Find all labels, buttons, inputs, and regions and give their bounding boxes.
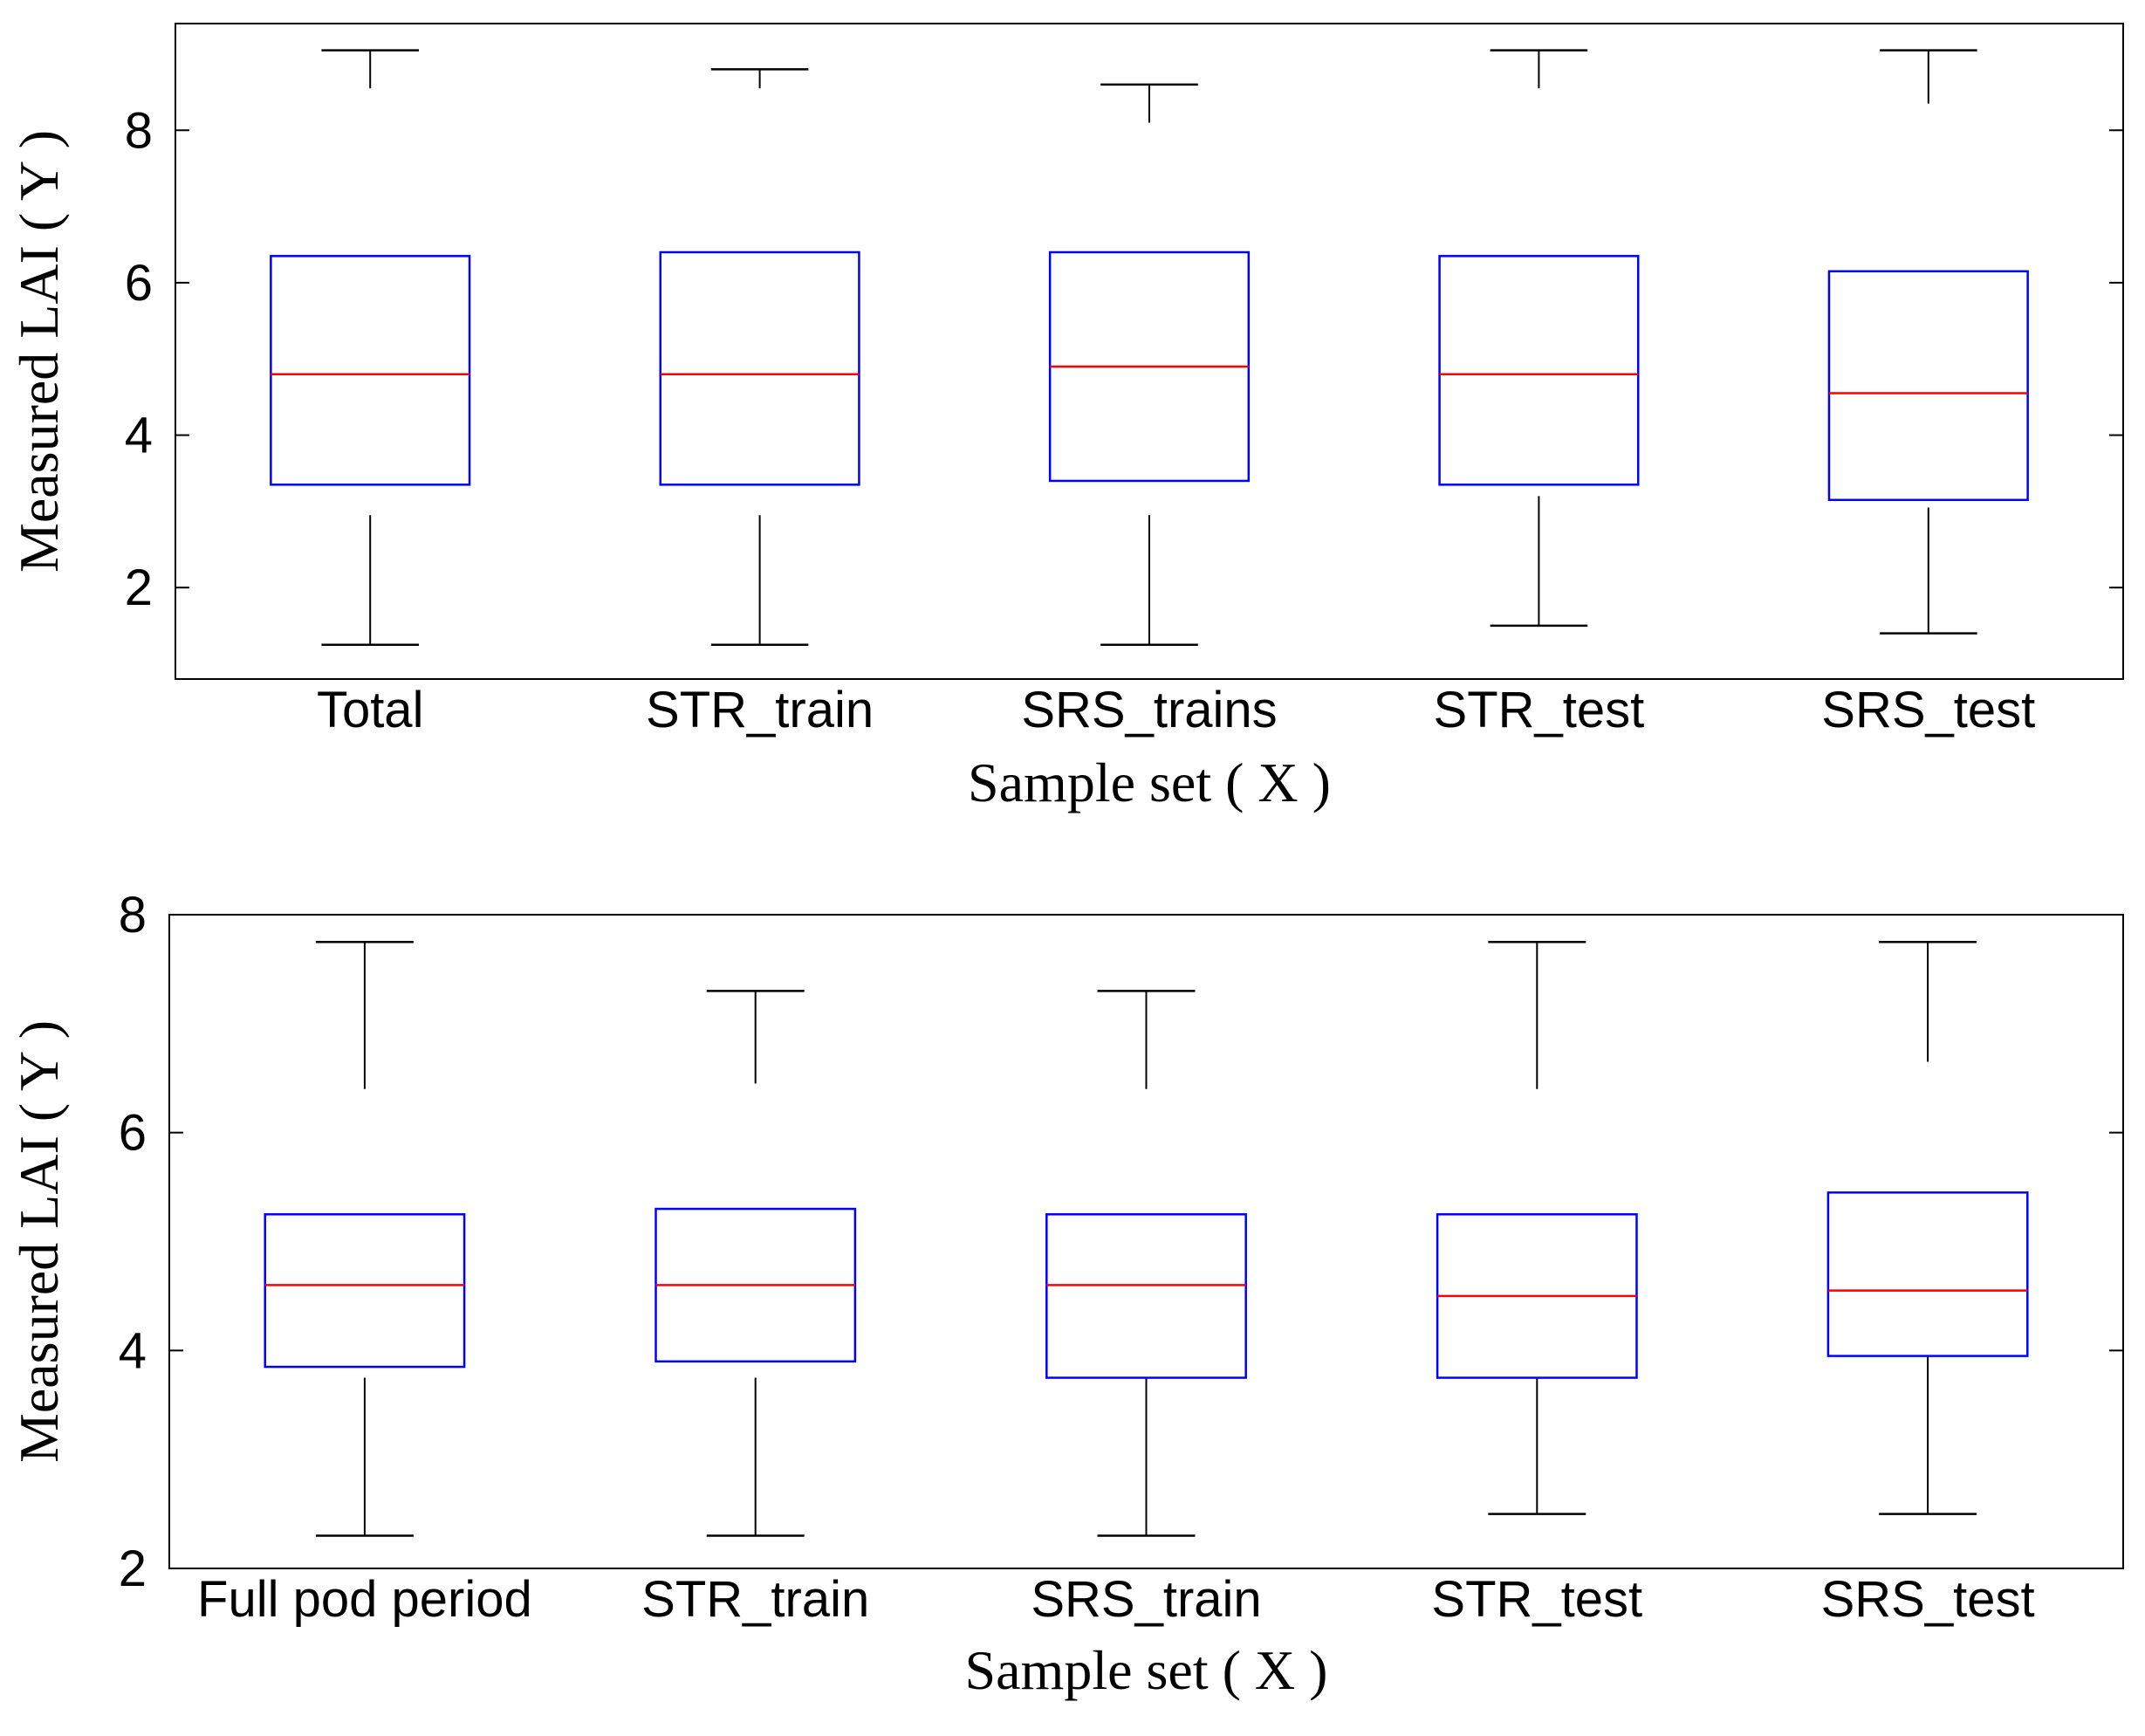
iqr-box [264,1213,466,1369]
plot-frame [175,23,2124,680]
y-tick-label: 6 [119,1105,147,1162]
bottom-boxplot-panel: 2 4 6 8 Full pod period STR_train SRS_train STR… [8,887,2124,1701]
y-tick-label: 8 [119,887,147,943]
x-tick-label: STR_test [1431,1571,1642,1628]
box-3 [1438,49,1640,628]
x-tick-label: SRS_test [1821,1571,2035,1628]
iqr-box [270,255,471,486]
x-tick-label: SRS_trains [1021,682,1277,738]
iqr-box [1438,255,1640,486]
x-axis-title: Sample set ( X ) [968,751,1331,813]
x-tick-label: SRS_test [1821,682,2035,738]
x-tick-label: Total [317,682,424,738]
iqr-box [659,250,860,486]
box-0 [270,49,471,646]
box-1 [659,68,860,646]
box-4 [1827,49,2029,635]
x-tick-label: STR_test [1434,682,1645,738]
y-tick-label: 4 [119,1322,147,1379]
x-tick-label: SRS_train [1031,1571,1261,1628]
y-tick-label: 2 [119,1540,147,1597]
x-tick-label: STR_train [646,682,874,738]
y-tick-label: 2 [125,559,153,616]
x-tick-label: STR_train [641,1571,869,1628]
x-tick-label: Full pod period [197,1571,532,1628]
plot-frame [168,914,2124,1569]
box-2 [1045,990,1247,1537]
iqr-box [1827,270,2029,502]
box-4 [1826,940,2029,1515]
top-boxplot-panel: 2 4 6 8 Total STR_train SRS_trains STR_test SRS_… [8,23,2124,813]
iqr-box [1045,1213,1247,1379]
y-axis-title: Measured LAI ( Y ) [8,1020,70,1463]
box-1 [654,990,857,1537]
box-2 [1048,83,1251,646]
y-tick-label: 4 [125,408,153,464]
box-3 [1436,940,1638,1515]
y-tick-label: 8 [125,102,153,159]
x-axis-title: Sample set ( X ) [965,1639,1328,1701]
box-0 [264,940,466,1537]
iqr-box [1826,1191,2029,1357]
y-tick-label: 6 [125,255,153,312]
y-axis-title: Measured LAI ( Y ) [8,130,70,573]
